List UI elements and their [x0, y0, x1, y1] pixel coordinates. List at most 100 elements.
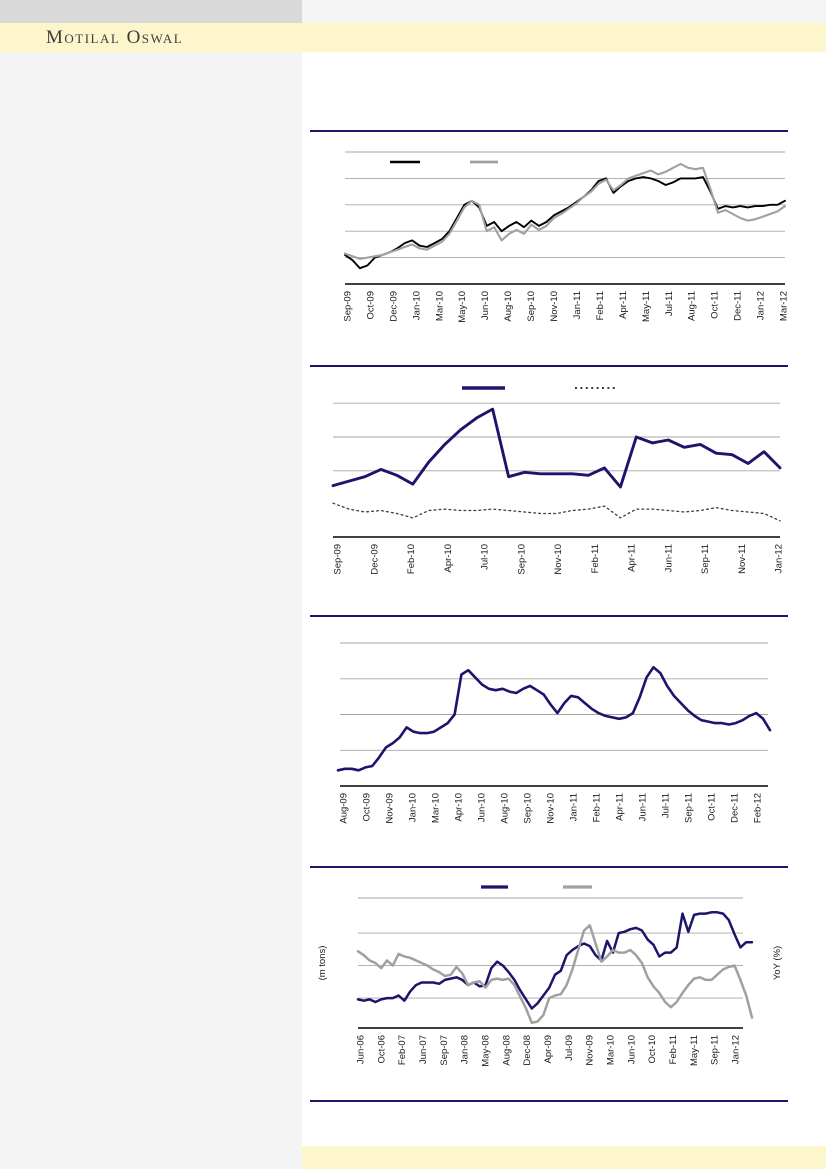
x-tick-label: Oct-06 [376, 1035, 387, 1064]
brand-band: Motilal Oswal [0, 23, 826, 52]
x-tick-label: Mar-10 [431, 793, 442, 823]
x-tick-label: May-11 [641, 291, 652, 322]
x-tick-label: Feb-10 [406, 544, 417, 574]
x-tick-label: Feb-11 [595, 291, 606, 320]
series-black [344, 176, 786, 270]
x-tick-label: May-11 [689, 1035, 700, 1066]
x-tick-label: Nov-11 [737, 544, 748, 574]
x-tick-label: Sep-10 [516, 544, 527, 575]
x-tick-label: Jul-11 [661, 793, 672, 818]
x-axis-labels: Jun-06 Oct-06 Feb-07 Jun-07 Sep-07 Jan-08 May-… [356, 1035, 742, 1067]
gridlines [333, 402, 780, 472]
series-gray-yoy [356, 924, 754, 1025]
x-tick-label: Aug-08 [501, 1035, 512, 1066]
x-tick-label: Jan-10 [411, 291, 422, 320]
x-tick-label: Jan-08 [460, 1035, 471, 1064]
x-tick-label: Nov-09 [385, 793, 396, 824]
left-margin-panel [0, 52, 302, 1169]
series-navy-mtons [356, 911, 754, 1010]
x-tick-label: Sep-10 [526, 291, 537, 322]
footer-band [302, 1146, 826, 1169]
x-tick-label: Nov-10 [553, 544, 564, 575]
x-tick-label: Apr-10 [454, 793, 465, 822]
topbar-right-light [302, 0, 826, 23]
chart-1-relative-performance: Sep-09 Oct-09 Dec-09 Jan-10 Mar-10 May-10 Jun-… [302, 130, 826, 345]
x-tick-label: Sep-11 [684, 793, 695, 823]
x-tick-label: Mar-10 [606, 1035, 617, 1065]
series-dotted [332, 502, 781, 522]
x-tick-label: Aug-10 [503, 291, 514, 322]
x-tick-label: Sep-10 [523, 793, 534, 824]
chart-2-monthly-trend: Sep-09 Dec-09 Feb-10 Apr-10 Jul-10 Sep-10 Nov-… [302, 365, 826, 600]
x-tick-label: Feb-07 [397, 1035, 408, 1065]
x-tick-label: Oct-09 [362, 793, 373, 822]
x-tick-label: Jun-10 [477, 793, 488, 822]
section-rule-1 [310, 130, 788, 132]
x-tick-label: Jun-11 [663, 544, 674, 572]
content-panel: Sep-09 Oct-09 Dec-09 Jan-10 Mar-10 May-10 Jun-… [302, 52, 826, 1169]
x-tick-label: Jun-11 [638, 793, 649, 821]
x-tick-label: Dec-08 [522, 1035, 533, 1066]
x-tick-label: Nov-10 [546, 793, 557, 824]
x-tick-label: Apr-11 [618, 291, 629, 319]
x-axis-labels: Sep-09 Oct-09 Dec-09 Jan-10 Mar-10 May-10 Jun-… [343, 291, 790, 323]
x-tick-label: Mar-12 [779, 291, 790, 321]
x-tick-label: Apr-11 [627, 544, 638, 572]
x-tick-label: Jan-11 [572, 291, 583, 319]
section-rule-2 [310, 365, 788, 367]
x-tick-label: Jun-10 [480, 291, 491, 320]
series-gray [343, 162, 787, 260]
x-tick-label: Jul-10 [480, 544, 491, 570]
section-rule-3 [310, 615, 788, 617]
x-tick-label: Jan-11 [569, 793, 580, 821]
x-tick-label: Jan-10 [408, 793, 419, 822]
x-axis-labels: Aug-09 Oct-09 Nov-09 Jan-10 Mar-10 Apr-10 Jun-… [339, 793, 764, 824]
x-tick-label: Nov-09 [585, 1035, 596, 1066]
series-navy [336, 665, 772, 772]
x-tick-label: Jan-12 [756, 291, 767, 320]
x-tick-label: Jan-12 [731, 1035, 742, 1064]
x-tick-label: Feb-11 [592, 793, 603, 822]
x-tick-label: Jan-12 [774, 544, 785, 573]
x-tick-label: Sep-11 [700, 544, 711, 574]
x-tick-label: Feb-11 [590, 544, 601, 573]
x-tick-label: Feb-12 [753, 793, 764, 823]
x-tick-label: Sep-09 [333, 544, 344, 575]
topbar-left-gray [0, 0, 302, 23]
x-tick-label: Jul-09 [564, 1035, 575, 1061]
x-tick-label: Aug-10 [500, 793, 511, 824]
x-tick-label: Jun-10 [626, 1035, 637, 1064]
x-tick-label: Sep-09 [343, 291, 354, 322]
brand-logo-text: Motilal Oswal [46, 27, 184, 48]
x-tick-label: Apr-10 [443, 544, 454, 573]
x-tick-label: Jun-07 [418, 1035, 429, 1064]
x-tick-label: Oct-11 [707, 793, 718, 821]
x-tick-label: Dec-11 [730, 793, 741, 823]
x-tick-label: Feb-11 [668, 1035, 679, 1064]
x-tick-label: Jul-11 [664, 291, 675, 316]
section-rule-5 [310, 1100, 788, 1102]
x-tick-label: Sep-07 [439, 1035, 450, 1066]
chart-4-volume-yoy: Jun-06 Oct-06 Feb-07 Jun-07 Sep-07 Jan-08 May-… [302, 866, 826, 1106]
x-tick-label: Oct-10 [647, 1035, 658, 1064]
x-tick-label: Mar-10 [434, 291, 445, 321]
x-tick-label: Apr-11 [615, 793, 626, 821]
x-tick-label: Dec-09 [388, 291, 399, 322]
x-tick-label: Nov-10 [549, 291, 560, 322]
chart-2-svg: Sep-09 Dec-09 Feb-10 Apr-10 Jul-10 Sep-10 Nov-… [331, 386, 785, 575]
x-tick-label: Aug-09 [339, 793, 350, 824]
chart-4-svg: Jun-06 Oct-06 Feb-07 Jun-07 Sep-07 Jan-08 May-… [317, 885, 783, 1067]
gridlines [340, 642, 768, 751]
x-tick-label: Oct-11 [710, 291, 721, 319]
gridlines [345, 151, 785, 259]
x-tick-label: Oct-09 [365, 291, 376, 320]
x-axis-labels: Sep-09 Dec-09 Feb-10 Apr-10 Jul-10 Sep-10 Nov-… [333, 544, 785, 575]
x-tick-label: Jun-06 [356, 1035, 367, 1064]
x-tick-label: Aug-11 [687, 291, 698, 321]
x-tick-label: May-10 [457, 291, 468, 323]
section-rule-4 [310, 866, 788, 868]
x-tick-label: Dec-09 [369, 544, 380, 575]
series-navy [331, 407, 782, 489]
y-axis-label-right: YoY (%) [772, 946, 783, 980]
